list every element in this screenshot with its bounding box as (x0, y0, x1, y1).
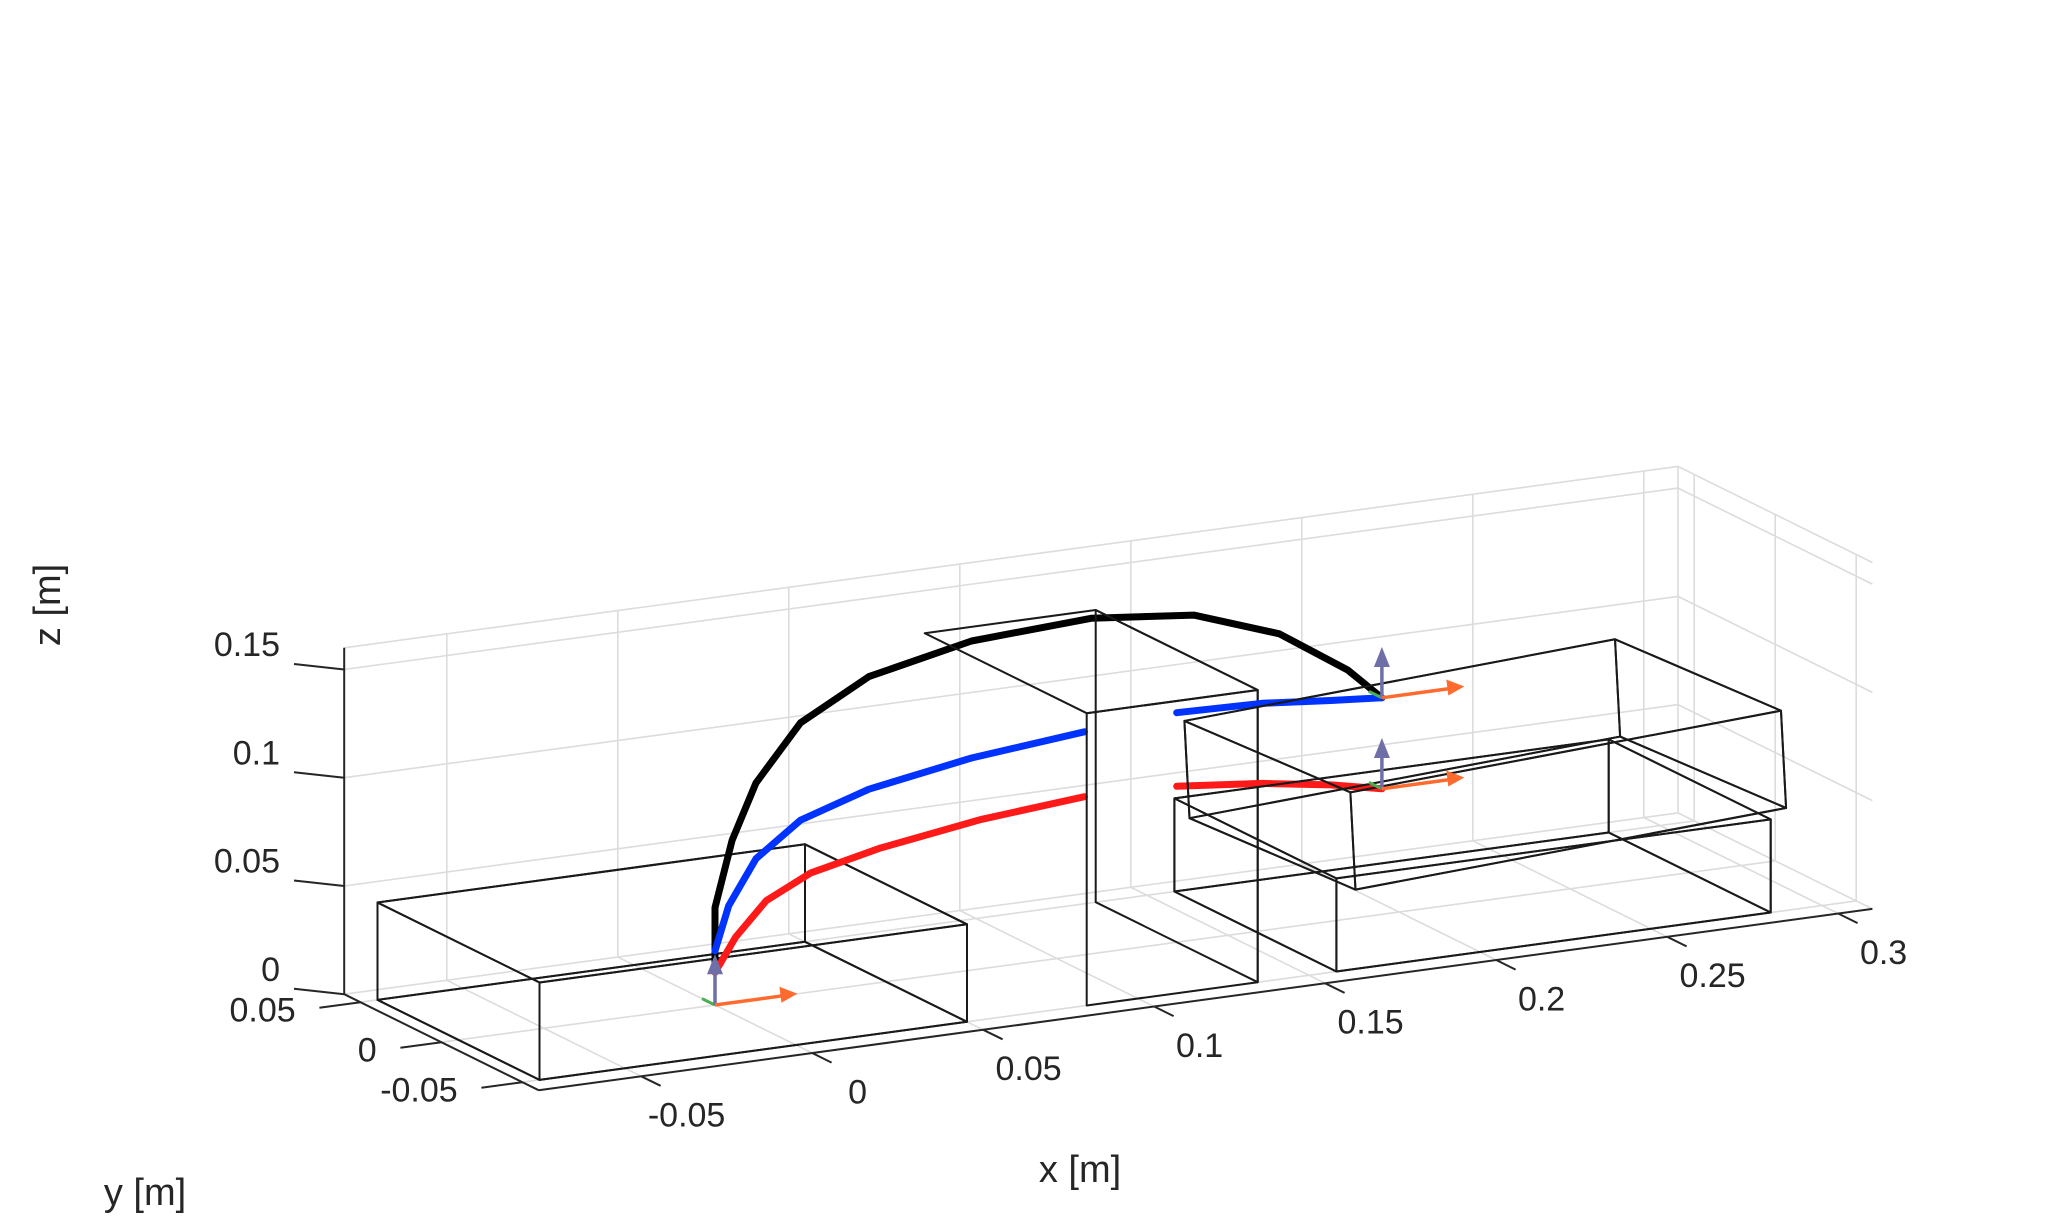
frame-y-arrow (1368, 690, 1383, 700)
y-tick-label: 0.05 (230, 992, 296, 1030)
frame-z-arrowhead (1373, 647, 1390, 667)
grid-line (1677, 595, 1873, 694)
x-axis-line (538, 907, 1873, 1092)
goal-upper-frame (1368, 647, 1465, 700)
frame-x-arrowhead (1446, 679, 1465, 696)
goal-lower-block-face-front (1335, 818, 1772, 973)
goal-upper-block-face-right (1614, 638, 1788, 809)
goal-lower-block-face-back (1173, 738, 1610, 893)
frame-z-arrowhead (1373, 738, 1390, 758)
grid-line (344, 812, 1679, 995)
goal-upper-block-face-back (1183, 638, 1622, 820)
start-block (376, 843, 968, 1081)
obstacle-block-face-top (923, 609, 1259, 715)
x-tick-label: 0.05 (996, 1050, 1062, 1088)
goal-upper-block (1183, 638, 1788, 891)
x-tick-mark (640, 1075, 662, 1087)
x-tick-label: 0.2 (1518, 980, 1565, 1018)
goal-lower-block-face-left (1173, 797, 1338, 973)
x-tick-mark (1324, 982, 1346, 994)
x-tick-mark (1153, 1005, 1175, 1017)
frame-x-arrow (1381, 777, 1451, 791)
y-tick-label: 0 (358, 1032, 377, 1070)
x-tick-mark (982, 1028, 1004, 1041)
x-tick-label: 0 (848, 1073, 867, 1111)
y-tick-label: -0.05 (380, 1072, 458, 1110)
scene (376, 609, 1788, 1081)
trajectory-2-line (711, 793, 1088, 976)
y-tick-mark (319, 1001, 361, 1009)
trajectory-1-after-line (1173, 694, 1386, 717)
grid (344, 465, 1873, 1083)
start-block-face-top (376, 843, 968, 984)
goal-lower-frame (1368, 738, 1465, 791)
x-tick-label: 0.15 (1338, 1004, 1404, 1042)
frame-z-arrowhead (707, 954, 723, 975)
grid-line (344, 487, 1679, 671)
grid-line (1677, 487, 1873, 585)
grid-line (1677, 812, 1873, 910)
frame-x-arrowhead (1446, 770, 1465, 787)
x-axis-label: x [m] (1039, 1149, 1121, 1191)
tick-labels: -0.0500.050.10.150.20.250.30.050-0.050.1… (214, 626, 1907, 1135)
grid-line (344, 595, 1679, 779)
x-tick-label: -0.05 (648, 1097, 726, 1135)
x-tick-mark (1666, 935, 1688, 948)
x-tick-label: 0.25 (1680, 957, 1746, 995)
x-tick-mark (811, 1052, 833, 1064)
grid-line (344, 703, 1679, 887)
z-axis-label: z [m] (27, 564, 69, 646)
x-tick-label: 0.1 (1176, 1027, 1223, 1065)
frame-x-arrow (714, 993, 784, 1007)
axes (293, 647, 1873, 1092)
frame-y-arrow (1368, 781, 1383, 791)
trajectory-0-line (711, 611, 1386, 966)
x-tick-label: 0.3 (1860, 934, 1907, 972)
obstacle-block (923, 609, 1259, 1007)
z-tick-label: 0.15 (214, 626, 280, 664)
y-tick-mark (481, 1081, 523, 1089)
z-tick-mark (293, 663, 345, 671)
grid-line (441, 860, 1776, 1043)
frame-x-arrow (1381, 686, 1451, 700)
grid-line (1677, 703, 1873, 802)
start-frame (701, 954, 798, 1007)
frame-x-arrowhead (779, 986, 798, 1003)
obstacle-block-face-front (1085, 689, 1259, 1007)
goal-upper-block-face-bottom (1188, 735, 1788, 891)
start-block-face-front (538, 923, 968, 1081)
z-tick-label: 0.05 (214, 843, 280, 881)
axis-labels: x [m] y [m] z [m] (27, 564, 1121, 1214)
goal-upper-block-face-front (1349, 709, 1788, 891)
x-tick-mark (1495, 959, 1517, 971)
y-axis-label: y [m] (104, 1172, 186, 1214)
y-tick-mark (400, 1041, 442, 1049)
z-tick-label: 0.1 (233, 734, 280, 772)
z-tick-mark (293, 879, 345, 887)
z-tick-label: 0 (261, 951, 280, 989)
z-tick-mark (293, 987, 345, 996)
start-block-face-right (804, 843, 968, 1023)
start-block-face-left (376, 901, 541, 1081)
frame-y-arrow (701, 997, 716, 1007)
start-block-face-back (376, 843, 806, 1001)
obstacle-block-face-side (1094, 609, 1259, 984)
trajectory-1-line (711, 728, 1088, 955)
x-tick-mark (1837, 912, 1859, 924)
z-tick-mark (293, 771, 345, 779)
